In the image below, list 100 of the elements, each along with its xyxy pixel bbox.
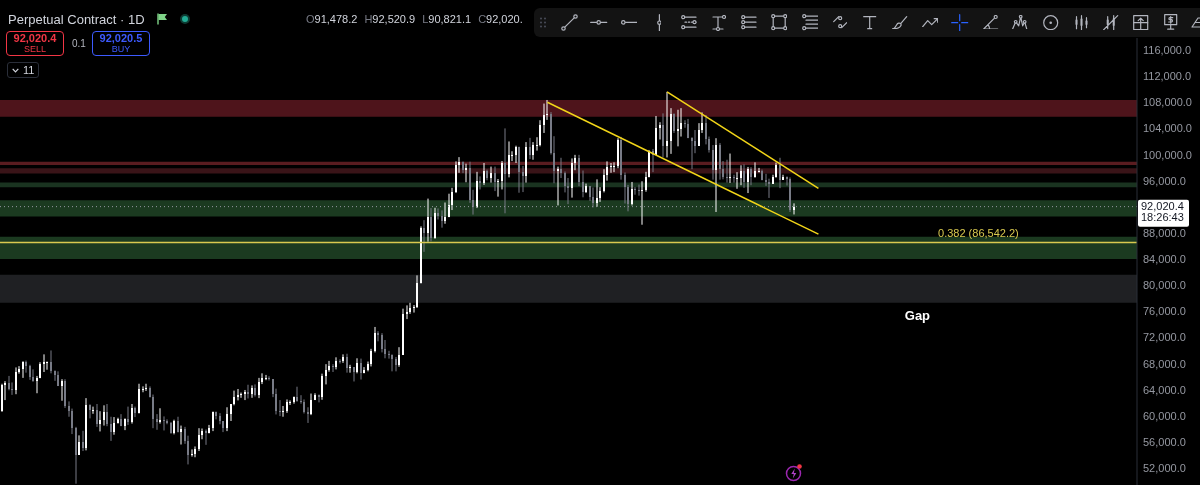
candlestick xyxy=(427,198,429,243)
candlestick xyxy=(117,417,119,425)
candlestick xyxy=(131,403,133,425)
text: H92,520.9 xyxy=(364,13,416,25)
candlestick xyxy=(124,417,126,431)
candlestick xyxy=(99,410,101,432)
candlestick xyxy=(106,403,108,427)
candlestick xyxy=(673,112,675,134)
candlestick xyxy=(194,445,196,458)
candlestick xyxy=(282,405,284,418)
candlestick xyxy=(54,369,56,382)
candlestick xyxy=(515,145,517,164)
y-tick-label: 88,000.0 xyxy=(1143,226,1186,239)
y-tick-label: 112,000.0 xyxy=(1143,70,1192,83)
text: 18:26:43 xyxy=(1141,211,1184,224)
candlestick xyxy=(620,136,622,181)
candlestick xyxy=(490,166,492,184)
candlestick xyxy=(15,366,17,395)
candlestick xyxy=(539,119,541,147)
y-tick-label: 68,000.0 xyxy=(1143,357,1186,370)
candlestick xyxy=(89,403,91,419)
candlestick xyxy=(483,162,485,186)
candlestick xyxy=(455,160,457,194)
candlestick xyxy=(96,403,98,428)
candlestick xyxy=(92,406,94,415)
candlestick xyxy=(75,426,77,485)
candlestick xyxy=(641,180,643,226)
candlestick xyxy=(142,385,144,393)
candlestick xyxy=(782,174,784,181)
annotation: 92,020.5 xyxy=(99,31,143,44)
candlestick xyxy=(310,393,312,416)
candlestick xyxy=(582,170,584,198)
candlestick xyxy=(754,161,756,179)
text: C92,020. xyxy=(478,13,523,25)
candlestick xyxy=(251,384,253,399)
candlestick xyxy=(592,187,594,208)
candlestick xyxy=(363,366,365,374)
candlestick xyxy=(402,308,404,356)
candlestick xyxy=(29,364,31,381)
buy-button: 92,020.5 BUY xyxy=(92,31,150,56)
annotation: 92,020.4 xyxy=(13,31,57,44)
candlestick xyxy=(303,398,305,414)
candlestick xyxy=(740,164,742,186)
candlestick xyxy=(430,207,432,242)
candlestick xyxy=(395,356,397,372)
candlestick xyxy=(360,358,362,381)
y-tick-label: 76,000.0 xyxy=(1143,305,1186,318)
candlestick xyxy=(406,304,408,320)
candlestick xyxy=(747,166,749,194)
candlestick xyxy=(532,141,534,161)
candlestick xyxy=(25,360,27,374)
candlestick xyxy=(370,348,372,367)
candlestick xyxy=(613,161,615,173)
annotation: BUY xyxy=(111,43,131,55)
candlestick xyxy=(103,404,105,427)
candlestick xyxy=(335,356,337,370)
candlestick xyxy=(497,178,499,198)
candlestick xyxy=(560,157,562,179)
candlestick xyxy=(247,384,249,399)
text: L90,821.1 xyxy=(422,13,472,25)
candlestick xyxy=(64,378,66,409)
candlestick xyxy=(180,425,182,446)
y-tick-label: 52,000.0 xyxy=(1143,462,1186,475)
candlestick xyxy=(138,383,140,414)
candlestick xyxy=(504,127,506,214)
candlestick xyxy=(768,178,770,199)
candlestick xyxy=(286,398,288,414)
candlestick xyxy=(391,353,393,372)
candlestick xyxy=(638,184,640,197)
y-tick-label: 80,000.0 xyxy=(1143,279,1186,292)
candlestick xyxy=(687,118,689,139)
candlestick xyxy=(416,274,418,309)
y-tick-label: 96,000.0 xyxy=(1143,174,1186,187)
sell-button: 92,020.4 SELL xyxy=(6,31,64,56)
candlestick xyxy=(726,159,728,184)
candlestick xyxy=(173,419,175,435)
candlestick xyxy=(610,162,612,174)
candlestick xyxy=(634,186,636,196)
candlestick xyxy=(578,154,580,187)
candlestick xyxy=(8,375,10,391)
candlestick xyxy=(61,378,63,402)
candlestick xyxy=(758,167,760,173)
candlestick xyxy=(208,424,210,434)
candlestick xyxy=(434,207,436,240)
candlestick xyxy=(198,427,200,452)
candlestick xyxy=(479,175,481,190)
annotation: SELL xyxy=(24,43,46,55)
candlestick xyxy=(279,399,281,417)
candlestick xyxy=(120,413,122,427)
candlestick xyxy=(314,392,316,401)
candlestick xyxy=(219,412,221,425)
candlestick xyxy=(789,176,791,213)
candlestick xyxy=(50,349,52,374)
candlestick xyxy=(237,388,239,401)
candlestick xyxy=(353,366,355,382)
candlestick xyxy=(349,364,351,374)
candlestick xyxy=(659,121,661,140)
candlestick xyxy=(244,389,246,401)
candlestick xyxy=(296,386,298,403)
candlestick xyxy=(205,428,207,446)
